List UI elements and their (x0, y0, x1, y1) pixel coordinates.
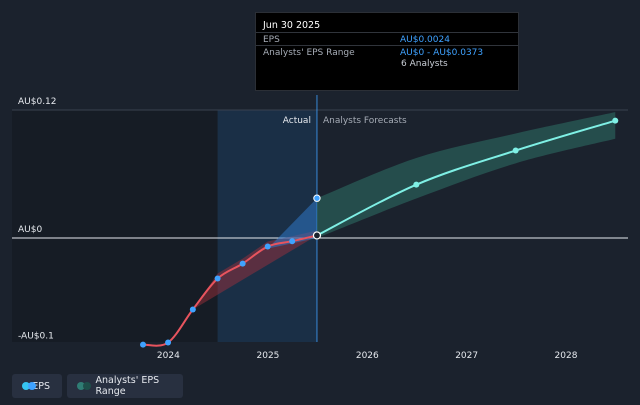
eps-point (165, 339, 172, 346)
legend-analysts-eps-range[interactable]: Analysts' EPS Range (67, 374, 183, 398)
x-tick-label: 2024 (157, 351, 180, 361)
tooltip: Jun 30 2025 EPS AU$0.0024 Analysts' EPS … (255, 12, 519, 91)
eps-point (264, 243, 271, 250)
tooltip-range-row: Analysts' EPS Range AU$0 - AU$0.0373 (256, 45, 518, 60)
tooltip-eps-label: EPS (263, 35, 280, 45)
legend-eps[interactable]: EPS (12, 374, 62, 398)
eps-point (140, 341, 147, 348)
current-eps-range-band (267, 198, 317, 249)
eps-point (312, 231, 322, 240)
legend-range-label: Analysts' EPS Range (95, 375, 160, 397)
forecast-point (413, 181, 420, 188)
range-legend-icon (77, 382, 91, 390)
tooltip-analysts-count: 6 Analysts (401, 59, 448, 69)
tooltip-range-label: Analysts' EPS Range (263, 48, 355, 58)
x-tick-label: 2026 (356, 351, 379, 361)
range-high-point (313, 194, 321, 202)
forecast-eps-range-band (316, 112, 616, 238)
y-tick-label: AU$0 (18, 225, 42, 235)
actual-eps-range-band (192, 230, 317, 310)
eps-forecast-line (316, 119, 616, 237)
tooltip-date: Jun 30 2025 (263, 20, 321, 31)
tooltip-eps-row: EPS AU$0.0024 (256, 32, 518, 47)
tooltip-range-value: AU$0 - AU$0.0373 (400, 48, 484, 58)
actual-label: Actual (283, 116, 311, 126)
eps-point (189, 306, 196, 313)
eps-point (239, 260, 246, 267)
analysts-forecasts-label: Analysts Forecasts (323, 116, 407, 126)
eps-legend-icon (22, 382, 36, 390)
eps-point (289, 238, 296, 245)
x-tick-label: 2027 (455, 351, 478, 361)
tooltip-eps-value: AU$0.0024 (400, 35, 450, 45)
forecast-point (612, 117, 619, 124)
y-tick-label: AU$0.12 (18, 97, 57, 107)
eps-point (214, 275, 221, 282)
forecast-point (512, 147, 519, 154)
legend-eps-label: EPS (32, 380, 50, 392)
y-tick-label: -AU$0.1 (18, 332, 54, 342)
x-tick-label: 2025 (257, 351, 280, 361)
x-tick-label: 2028 (555, 351, 578, 361)
